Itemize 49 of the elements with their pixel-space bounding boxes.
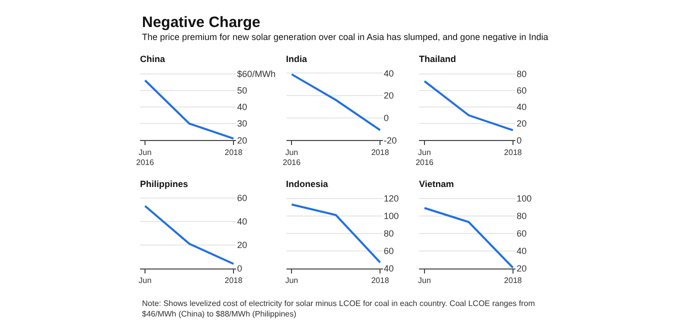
y-tick-label: 20: [384, 90, 394, 101]
y-tick-label: 20: [516, 264, 527, 274]
x-tick-label: 2018: [224, 148, 243, 157]
y-tick-label: 120: [384, 194, 399, 204]
x-tick-label: Jun: [138, 276, 152, 286]
y-tick-label: 40: [384, 264, 394, 274]
chart-title: India: [286, 54, 308, 64]
y-tick-label: 60: [516, 86, 527, 96]
x-tick-label: 2018: [371, 148, 390, 157]
x-tick-label: 2018: [504, 276, 522, 286]
y-tick-label: 40: [516, 246, 527, 256]
y-tick-label: 20: [516, 118, 527, 129]
x-tick-label: 2018: [224, 276, 243, 286]
y-tick-label: 40: [237, 216, 248, 227]
y-tick-label: 50: [237, 86, 248, 96]
y-tick-label: $60/MWh: [237, 68, 276, 79]
x-tick-label: Jun 2016: [416, 148, 434, 168]
y-tick-label: 0: [384, 113, 389, 124]
chart-title: Vietnam: [419, 179, 454, 189]
y-tick-label: 30: [237, 118, 248, 129]
y-tick-label: 20: [237, 135, 248, 146]
y-tick-label: 40: [384, 68, 394, 78]
x-tick-label: Jun 2016: [136, 148, 155, 168]
chart-title: China: [140, 54, 166, 64]
y-tick-label: 60: [516, 228, 527, 239]
y-tick-label: 80: [516, 68, 527, 79]
chart-title: Indonesia: [286, 179, 329, 189]
y-tick-label: 0: [237, 264, 242, 274]
y-tick-label: 80: [384, 228, 394, 239]
chart-title: Thailand: [419, 54, 456, 64]
chart-title: Philippines: [140, 179, 188, 189]
y-tick-label: 20: [237, 240, 248, 250]
y-tick-label: 40: [237, 102, 248, 112]
y-tick-label: 80: [516, 211, 527, 222]
y-tick-label: 100: [516, 194, 532, 204]
y-tick-label: 60: [384, 246, 394, 256]
y-tick-label: 0: [516, 135, 522, 146]
x-tick-label: 2018: [371, 276, 390, 286]
y-tick-label: 100: [384, 211, 399, 222]
y-tick-label: 60: [237, 192, 248, 203]
x-tick-label: Jun: [418, 276, 431, 286]
y-tick-label: 40: [516, 102, 527, 112]
x-tick-label: Jun: [285, 276, 298, 286]
text: The price premium for new solar generation over coal in Asia has slumped, and gone negative in India: [142, 32, 548, 42]
text: Negative Charge: [142, 14, 260, 31]
text: Note: Shows levelized cost of electricity for solar minus LCOE for coal in each country. Coal LCOE ranges from $46/MWh (China) to $88/MWh (Philippines): [142, 299, 536, 318]
y-tick-label: -20: [384, 135, 397, 146]
x-tick-label: 2018: [504, 148, 522, 157]
x-tick-label: Jun 2016: [282, 148, 302, 168]
